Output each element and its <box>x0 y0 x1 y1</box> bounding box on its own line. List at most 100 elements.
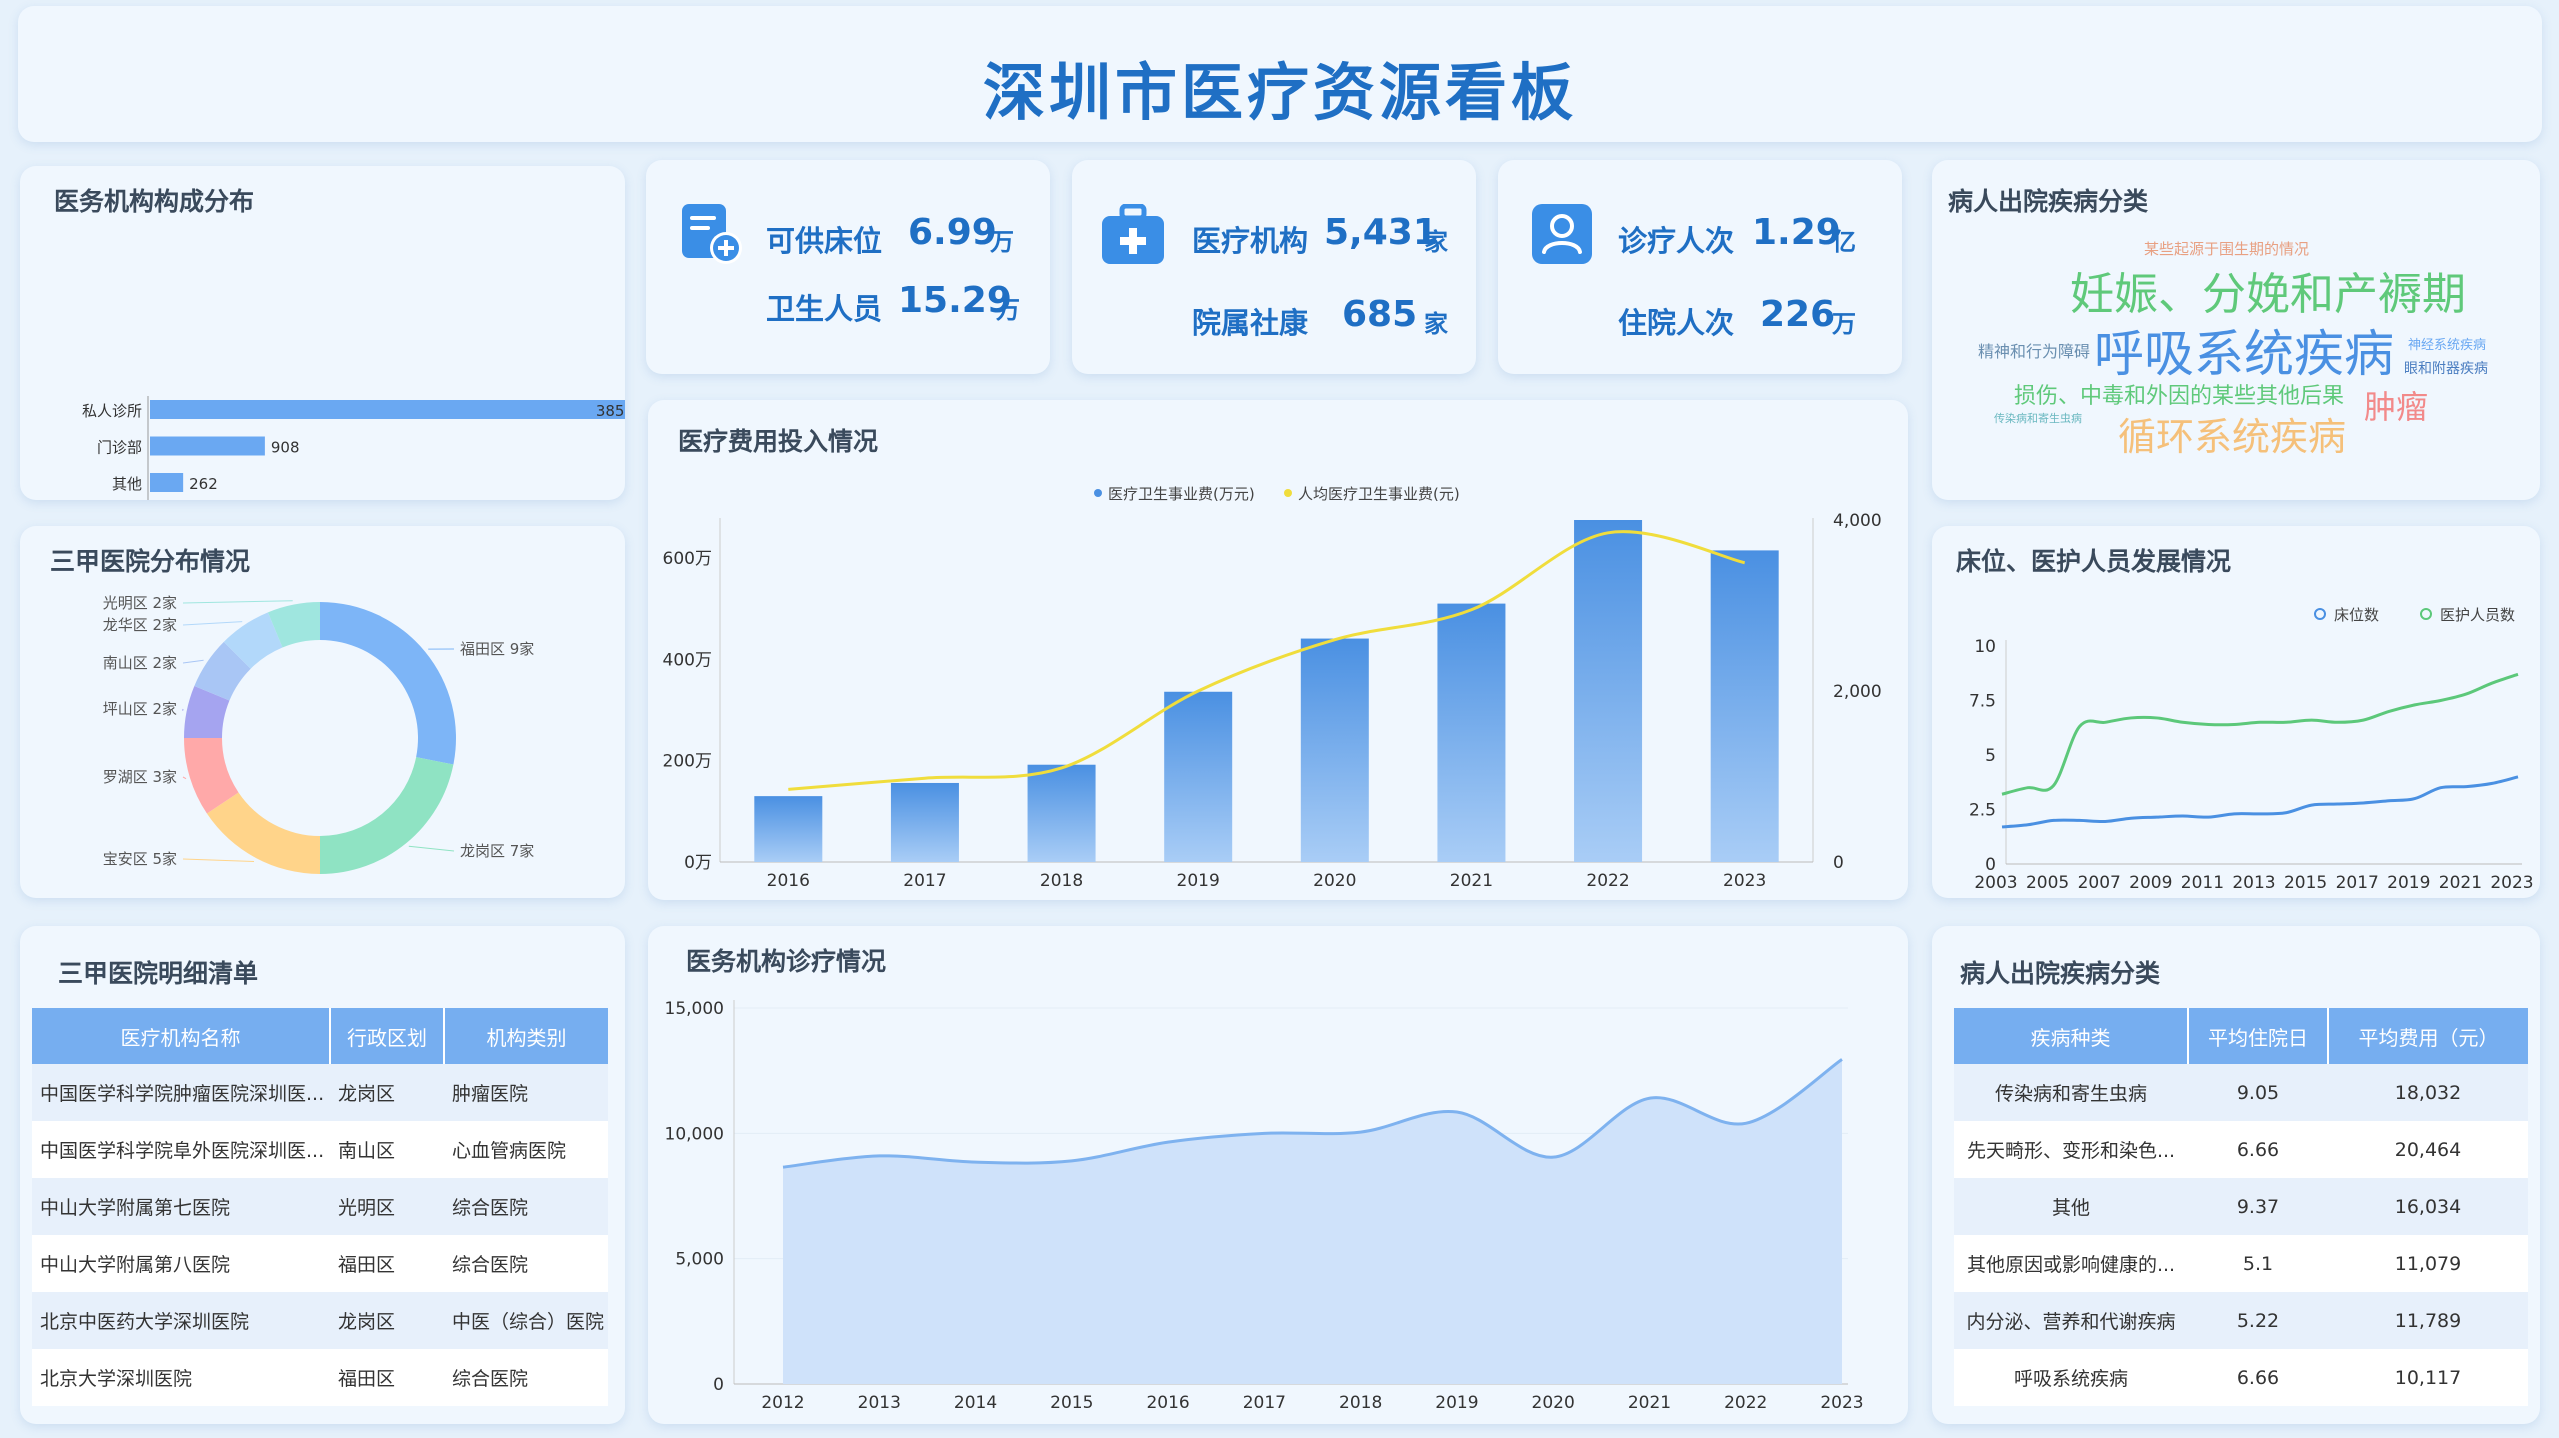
table-cell: 5.22 <box>2188 1292 2328 1349</box>
table-row[interactable]: 中山大学附属第八医院 福田区 综合医院 <box>32 1235 608 1292</box>
kpi-value: 226 <box>1760 294 1836 335</box>
x-tick-label: 2021 <box>1450 871 1493 891</box>
bar[interactable] <box>150 473 184 492</box>
donut-slice[interactable] <box>267 602 320 648</box>
legend-label: 人均医疗卫生事业费(元) <box>1298 485 1460 503</box>
table-row[interactable]: 先天畸形、变形和染色... 6.66 20,464 <box>1954 1121 2528 1178</box>
bar[interactable] <box>1164 691 1233 862</box>
donut-slice[interactable] <box>320 602 457 765</box>
panel-title: 病人出院疾病分类 <box>1948 187 2149 216</box>
document-plus-icon <box>682 204 742 264</box>
table-row[interactable]: 中国医学科学院阜外医院深圳医... 南山区 心血管病医院 <box>32 1121 608 1178</box>
label-line <box>408 845 455 852</box>
y-tick-label: 15,000 <box>665 999 724 1019</box>
kpi-label: 可供床位 <box>766 224 883 258</box>
kpi-label: 院属社康 <box>1192 306 1309 340</box>
table-cell: 其他原因或影响健康的... <box>1954 1235 2188 1292</box>
bar[interactable] <box>150 436 265 456</box>
x-tick-label: 2023 <box>1723 871 1766 891</box>
x-tick-label: 2023 <box>1820 1393 1863 1413</box>
bar[interactable] <box>1437 603 1506 862</box>
table-cell: 先天畸形、变形和染色... <box>1954 1121 2188 1178</box>
bar-category-label: 门诊部 <box>97 439 142 457</box>
bar[interactable] <box>150 400 625 419</box>
series-line[interactable] <box>782 1058 1843 1169</box>
donut-slice[interactable] <box>320 757 454 874</box>
kpi-value: 6.99 <box>908 212 997 253</box>
table-cell: 中山大学附属第七医院 <box>32 1178 330 1235</box>
x-tick-label: 2016 <box>767 871 810 891</box>
y-tick-label: 10 <box>1974 637 1996 657</box>
bar[interactable] <box>1710 550 1779 862</box>
slice-label: 福田区 9家 <box>460 640 534 658</box>
kpi-card-visits: 诊疗人次 1.29 亿 住院人次 226 万 <box>1498 160 1902 374</box>
table-row[interactable]: 北京中医药大学深圳医院 龙岗区 中医（综合）医院 <box>32 1292 608 1349</box>
x-tick-label: 2020 <box>1532 1393 1575 1413</box>
cloud-word: 传染病和寄生虫病 <box>1994 412 2082 425</box>
medical-kit-icon <box>1102 204 1164 264</box>
bar[interactable] <box>1574 520 1643 862</box>
col-header[interactable]: 医疗机构名称 <box>32 1008 331 1064</box>
x-tick-label: 2017 <box>903 871 946 891</box>
bar[interactable] <box>1027 764 1096 862</box>
col-header[interactable]: 平均费用（元） <box>2328 1008 2528 1064</box>
y-tick-label: 0万 <box>684 853 712 873</box>
table-cell: 龙岗区 <box>330 1064 444 1121</box>
y-tick-label: 7.5 <box>1969 692 1996 712</box>
donut-slice[interactable] <box>194 641 251 701</box>
col-header[interactable]: 机构类别 <box>444 1008 608 1064</box>
table-cell: 肿瘤医院 <box>444 1064 608 1121</box>
y-tick-label: 2,000 <box>1833 682 1882 702</box>
header-panel: 深圳市医疗资源看板 <box>18 6 2542 142</box>
table-row[interactable]: 呼吸系统疾病 6.66 10,117 <box>1954 1349 2528 1406</box>
cloud-word: 某些起源于围生期的情况 <box>2144 240 2310 258</box>
table-cell: 综合医院 <box>444 1349 608 1406</box>
bar[interactable] <box>1300 638 1369 862</box>
table-row[interactable]: 内分泌、营养和代谢疾病 5.22 11,789 <box>1954 1292 2528 1349</box>
series-line[interactable] <box>788 530 1746 791</box>
cloud-word: 呼吸系统疾病 <box>2094 325 2394 383</box>
col-header[interactable]: 疾病种类 <box>1954 1008 2189 1064</box>
donut-slice[interactable] <box>184 738 239 814</box>
bar[interactable] <box>890 782 959 862</box>
x-tick-label: 2023 <box>2490 873 2533 893</box>
table-row[interactable]: 其他原因或影响健康的... 5.1 11,079 <box>1954 1235 2528 1292</box>
label-line <box>182 858 255 862</box>
visits-area-chart: 0 5,000 10,000 15,000 2012 2013 2014 2015 2016 20… <box>665 999 1864 1413</box>
col-header[interactable]: 行政区划 <box>330 1008 445 1064</box>
kpi-label: 卫生人员 <box>766 292 883 326</box>
y-tick-label: 200万 <box>663 752 712 772</box>
col-header[interactable]: 平均住院日 <box>2188 1008 2329 1064</box>
legend-marker[interactable] <box>1094 489 1102 497</box>
x-tick-label: 2007 <box>2078 873 2121 893</box>
series-line[interactable] <box>2001 775 2519 829</box>
label-line <box>182 659 204 664</box>
label-line <box>182 621 243 626</box>
donut-slice[interactable] <box>206 792 320 874</box>
table-cell: 北京中医药大学深圳医院 <box>32 1292 330 1349</box>
legend-marker[interactable] <box>2420 608 2432 620</box>
x-tick-label: 2017 <box>2336 873 2379 893</box>
legend-marker[interactable] <box>1284 489 1292 497</box>
x-tick-label: 2020 <box>1313 871 1356 891</box>
table-row[interactable]: 中山大学附属第七医院 光明区 综合医院 <box>32 1178 608 1235</box>
table-cell: 南山区 <box>330 1121 444 1178</box>
x-tick-label: 2019 <box>2387 873 2430 893</box>
series-line[interactable] <box>2001 672 2519 796</box>
table-row[interactable]: 其他 9.37 16,034 <box>1954 1178 2528 1235</box>
table-row[interactable]: 传染病和寄生虫病 9.05 18,032 <box>1954 1064 2528 1121</box>
y-tick-label: 400万 <box>663 650 712 670</box>
table-cell: 光明区 <box>330 1178 444 1235</box>
cost-panel: 医疗费用投入情况 医疗卫生事业费(万元) 人均医疗卫生事业费(元) 0万 200万 40… <box>648 400 1908 900</box>
kpi-value: 1.29 <box>1752 212 1841 253</box>
kpi-unit: 亿 <box>1832 228 1856 256</box>
institution-dist-panel: 医务机构构成分布 私人诊所3857门诊部908其他262企业内部医务室227医院… <box>20 166 625 500</box>
table-row[interactable]: 中国医学科学院肿瘤医院深圳医... 龙岗区 肿瘤医院 <box>32 1064 608 1121</box>
legend-marker[interactable] <box>2314 608 2326 620</box>
donut-slice[interactable] <box>223 612 283 669</box>
cloud-word: 精神和行为障碍 <box>1978 342 2091 361</box>
bar[interactable] <box>754 796 823 862</box>
donut-slice[interactable] <box>184 685 230 738</box>
cloud-word: 循环系统疾病 <box>2118 415 2347 459</box>
table-row[interactable]: 北京大学深圳医院 福田区 综合医院 <box>32 1349 608 1406</box>
